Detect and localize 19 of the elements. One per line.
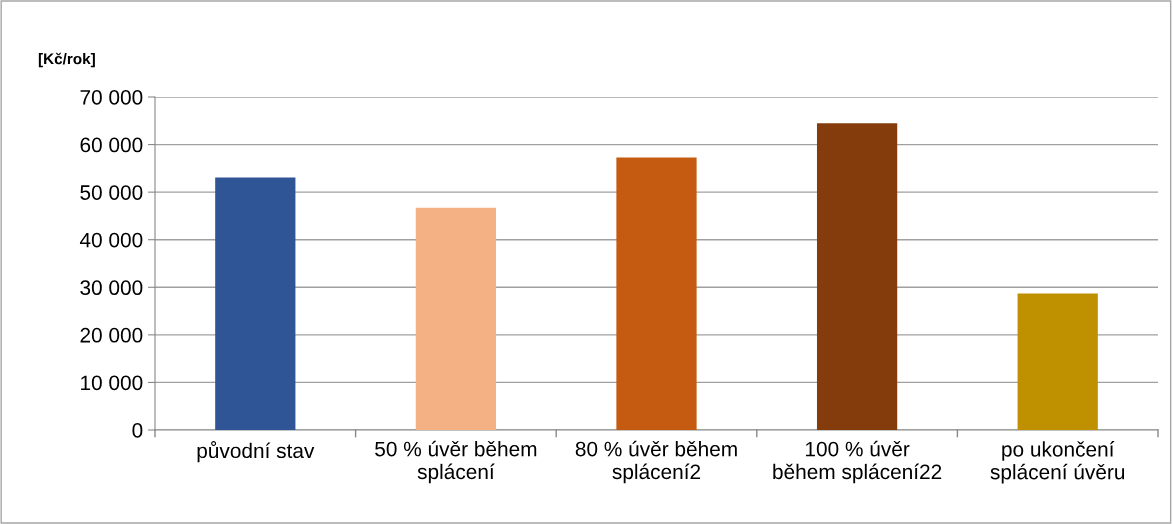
y-axis-title: [Kč/rok] (38, 52, 95, 68)
x-tick-label: 100 % úvěr během splácení22 (773, 440, 942, 484)
y-tick-label: 20 000 (80, 327, 143, 343)
bar (616, 157, 697, 430)
y-tick-label: 50 000 (80, 185, 143, 200)
bar (215, 177, 296, 430)
x-tick-label: 50 % úvěr během splácení (375, 440, 537, 484)
y-tick-label: 30 000 (80, 280, 143, 296)
bar (415, 207, 497, 430)
y-tick-label: 40 000 (79, 232, 143, 248)
y-tick-label: 70 000 (80, 90, 143, 105)
y-tick-label: 10 000 (81, 375, 143, 391)
bar (816, 123, 898, 430)
bar (1017, 293, 1098, 430)
x-tick-label: původní stav (197, 441, 315, 463)
y-tick-label: 60 000 (80, 137, 143, 153)
x-tick-label: po ukončení splácení úvěru (990, 441, 1125, 484)
y-tick-label: 0 (132, 423, 143, 438)
x-tick-label: 80 % úvěr během splácení2 (575, 440, 737, 484)
